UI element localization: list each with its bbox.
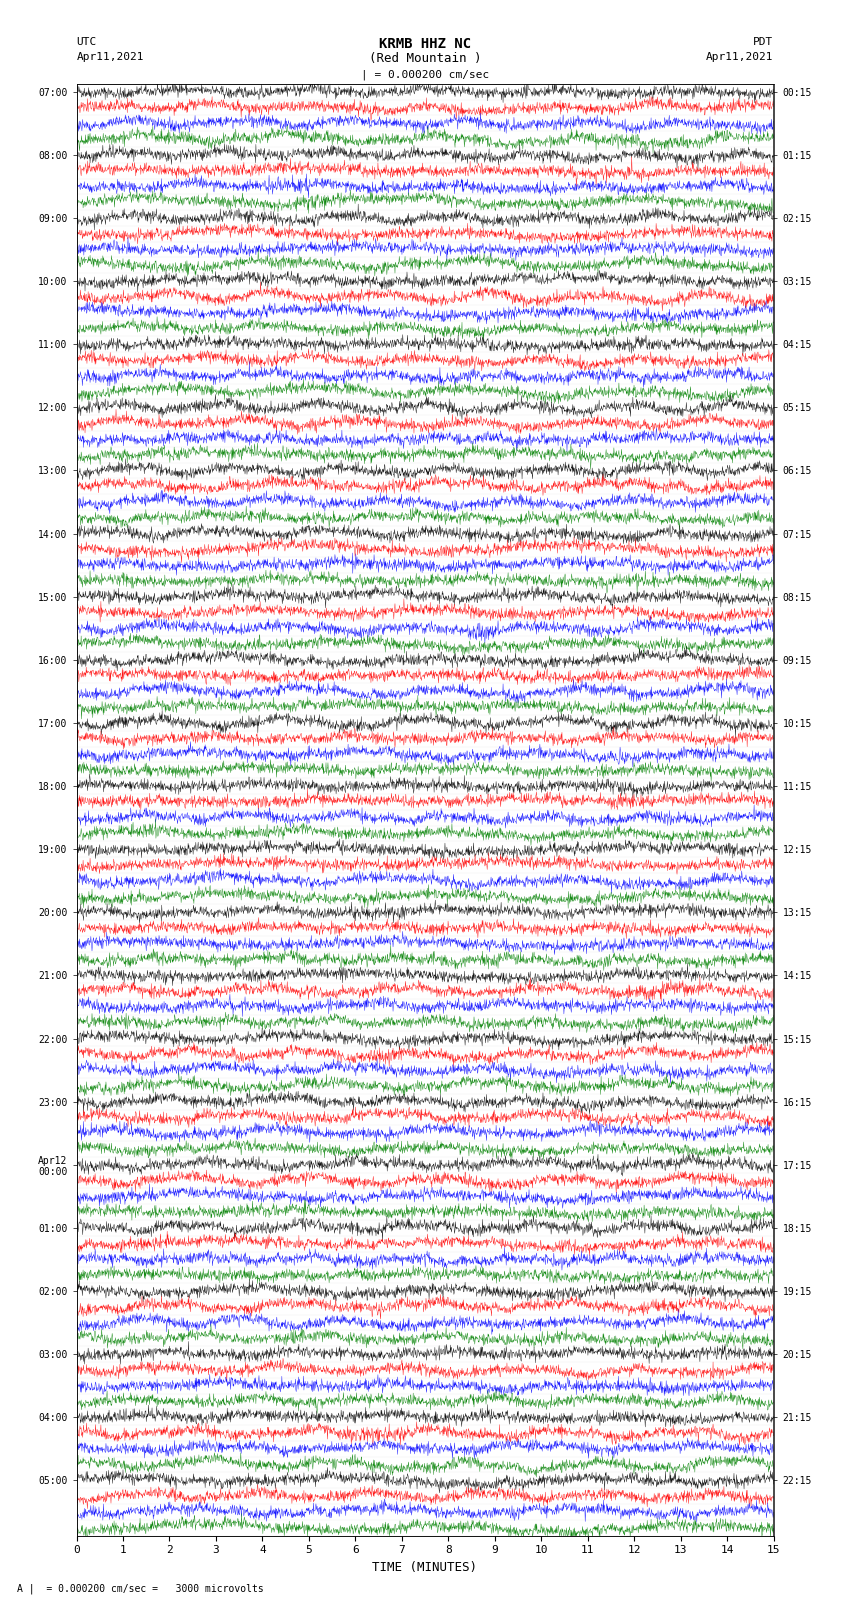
- X-axis label: TIME (MINUTES): TIME (MINUTES): [372, 1561, 478, 1574]
- Text: A |  = 0.000200 cm/sec =   3000 microvolts: A | = 0.000200 cm/sec = 3000 microvolts: [17, 1582, 264, 1594]
- Text: | = 0.000200 cm/sec: | = 0.000200 cm/sec: [361, 69, 489, 81]
- Text: (Red Mountain ): (Red Mountain ): [369, 52, 481, 65]
- Text: UTC: UTC: [76, 37, 97, 47]
- Text: KRMB HHZ NC: KRMB HHZ NC: [379, 37, 471, 52]
- Text: Apr11,2021: Apr11,2021: [706, 52, 774, 61]
- Text: Apr11,2021: Apr11,2021: [76, 52, 144, 61]
- Text: PDT: PDT: [753, 37, 774, 47]
